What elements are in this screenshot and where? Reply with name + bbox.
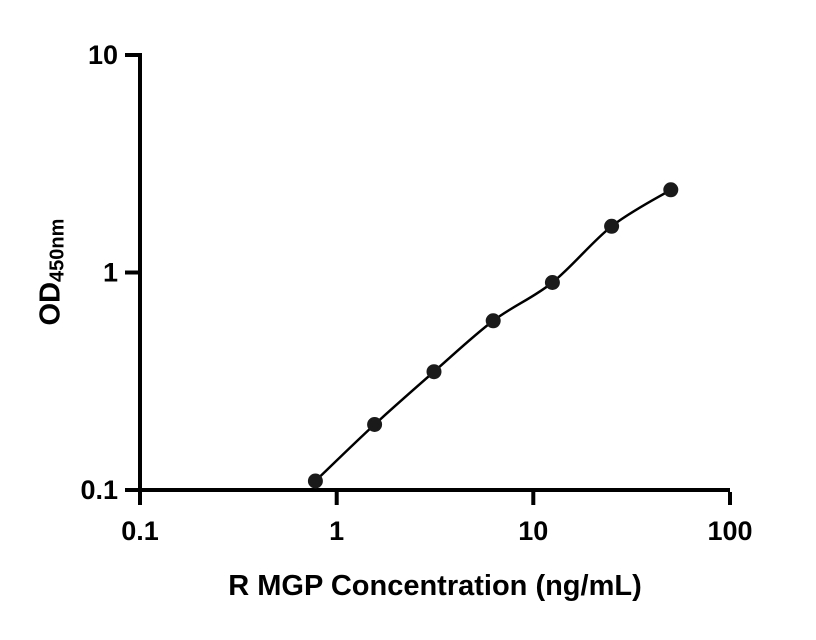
x-tick-label: 10 — [518, 516, 548, 546]
x-axis-title: R MGP Concentration (ng/mL) — [228, 570, 642, 602]
standard-curve-line — [314, 188, 672, 482]
y-axis-title-main: OD — [34, 281, 67, 326]
fit-curve-path — [314, 188, 672, 482]
y-axis-title-subscript: 450nm — [46, 218, 69, 282]
x-tick-label: 100 — [707, 516, 752, 546]
data-point — [604, 218, 620, 234]
data-point — [663, 182, 679, 198]
tick-labels: 0.1 1 10 100 0.1 1 10 — [80, 40, 752, 546]
x-tick-label: 0.1 — [121, 516, 159, 546]
axis-ticks — [125, 53, 732, 505]
y-tick-label: 1 — [103, 258, 118, 288]
x-tick-label: 1 — [329, 516, 344, 546]
data-point — [426, 364, 442, 380]
data-point — [307, 473, 323, 489]
data-point — [544, 275, 560, 290]
y-axis-title: OD450nm — [34, 219, 69, 326]
y-tick-label: 0.1 — [80, 475, 118, 505]
data-point — [367, 417, 383, 432]
data-point — [485, 313, 501, 329]
y-tick-label: 10 — [88, 40, 118, 70]
data-points — [307, 182, 679, 489]
axes — [138, 53, 730, 492]
